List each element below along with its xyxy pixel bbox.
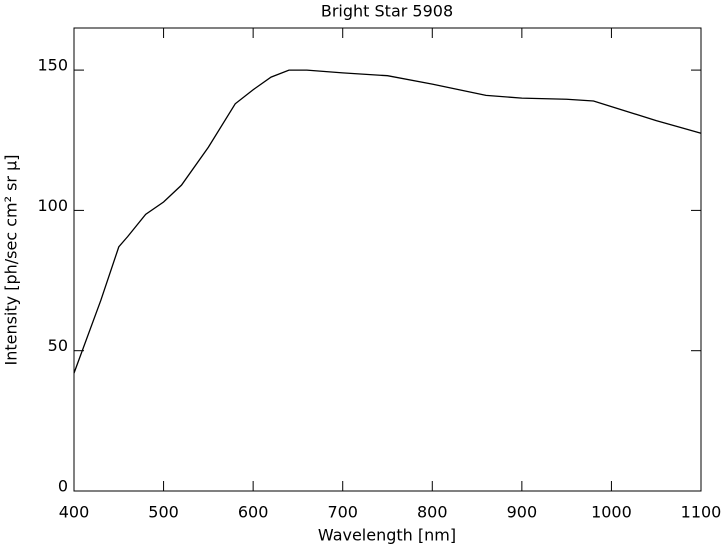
chart-title: Bright Star 5908 [321,2,453,21]
x-axis-label: Wavelength [nm] [318,526,456,545]
x-tick-label: 900 [507,503,538,522]
x-tick-label: 800 [417,503,448,522]
y-tick-label: 0 [58,477,68,496]
data-line [73,69,702,374]
x-tick-label: 1100 [681,503,722,522]
x-tick-label: 700 [327,503,358,522]
x-tick-label: 600 [238,503,269,522]
y-tick-label: 50 [48,336,68,355]
y-tick-label: 100 [37,196,68,215]
y-axis-label: Intensity [ph/sec cm² sr μ] [2,154,21,365]
y-tick-label: 150 [37,56,68,75]
x-tick-label: 1000 [591,503,632,522]
plot-frame [73,27,702,492]
x-tick-label: 400 [59,503,90,522]
x-tick-label: 500 [148,503,179,522]
